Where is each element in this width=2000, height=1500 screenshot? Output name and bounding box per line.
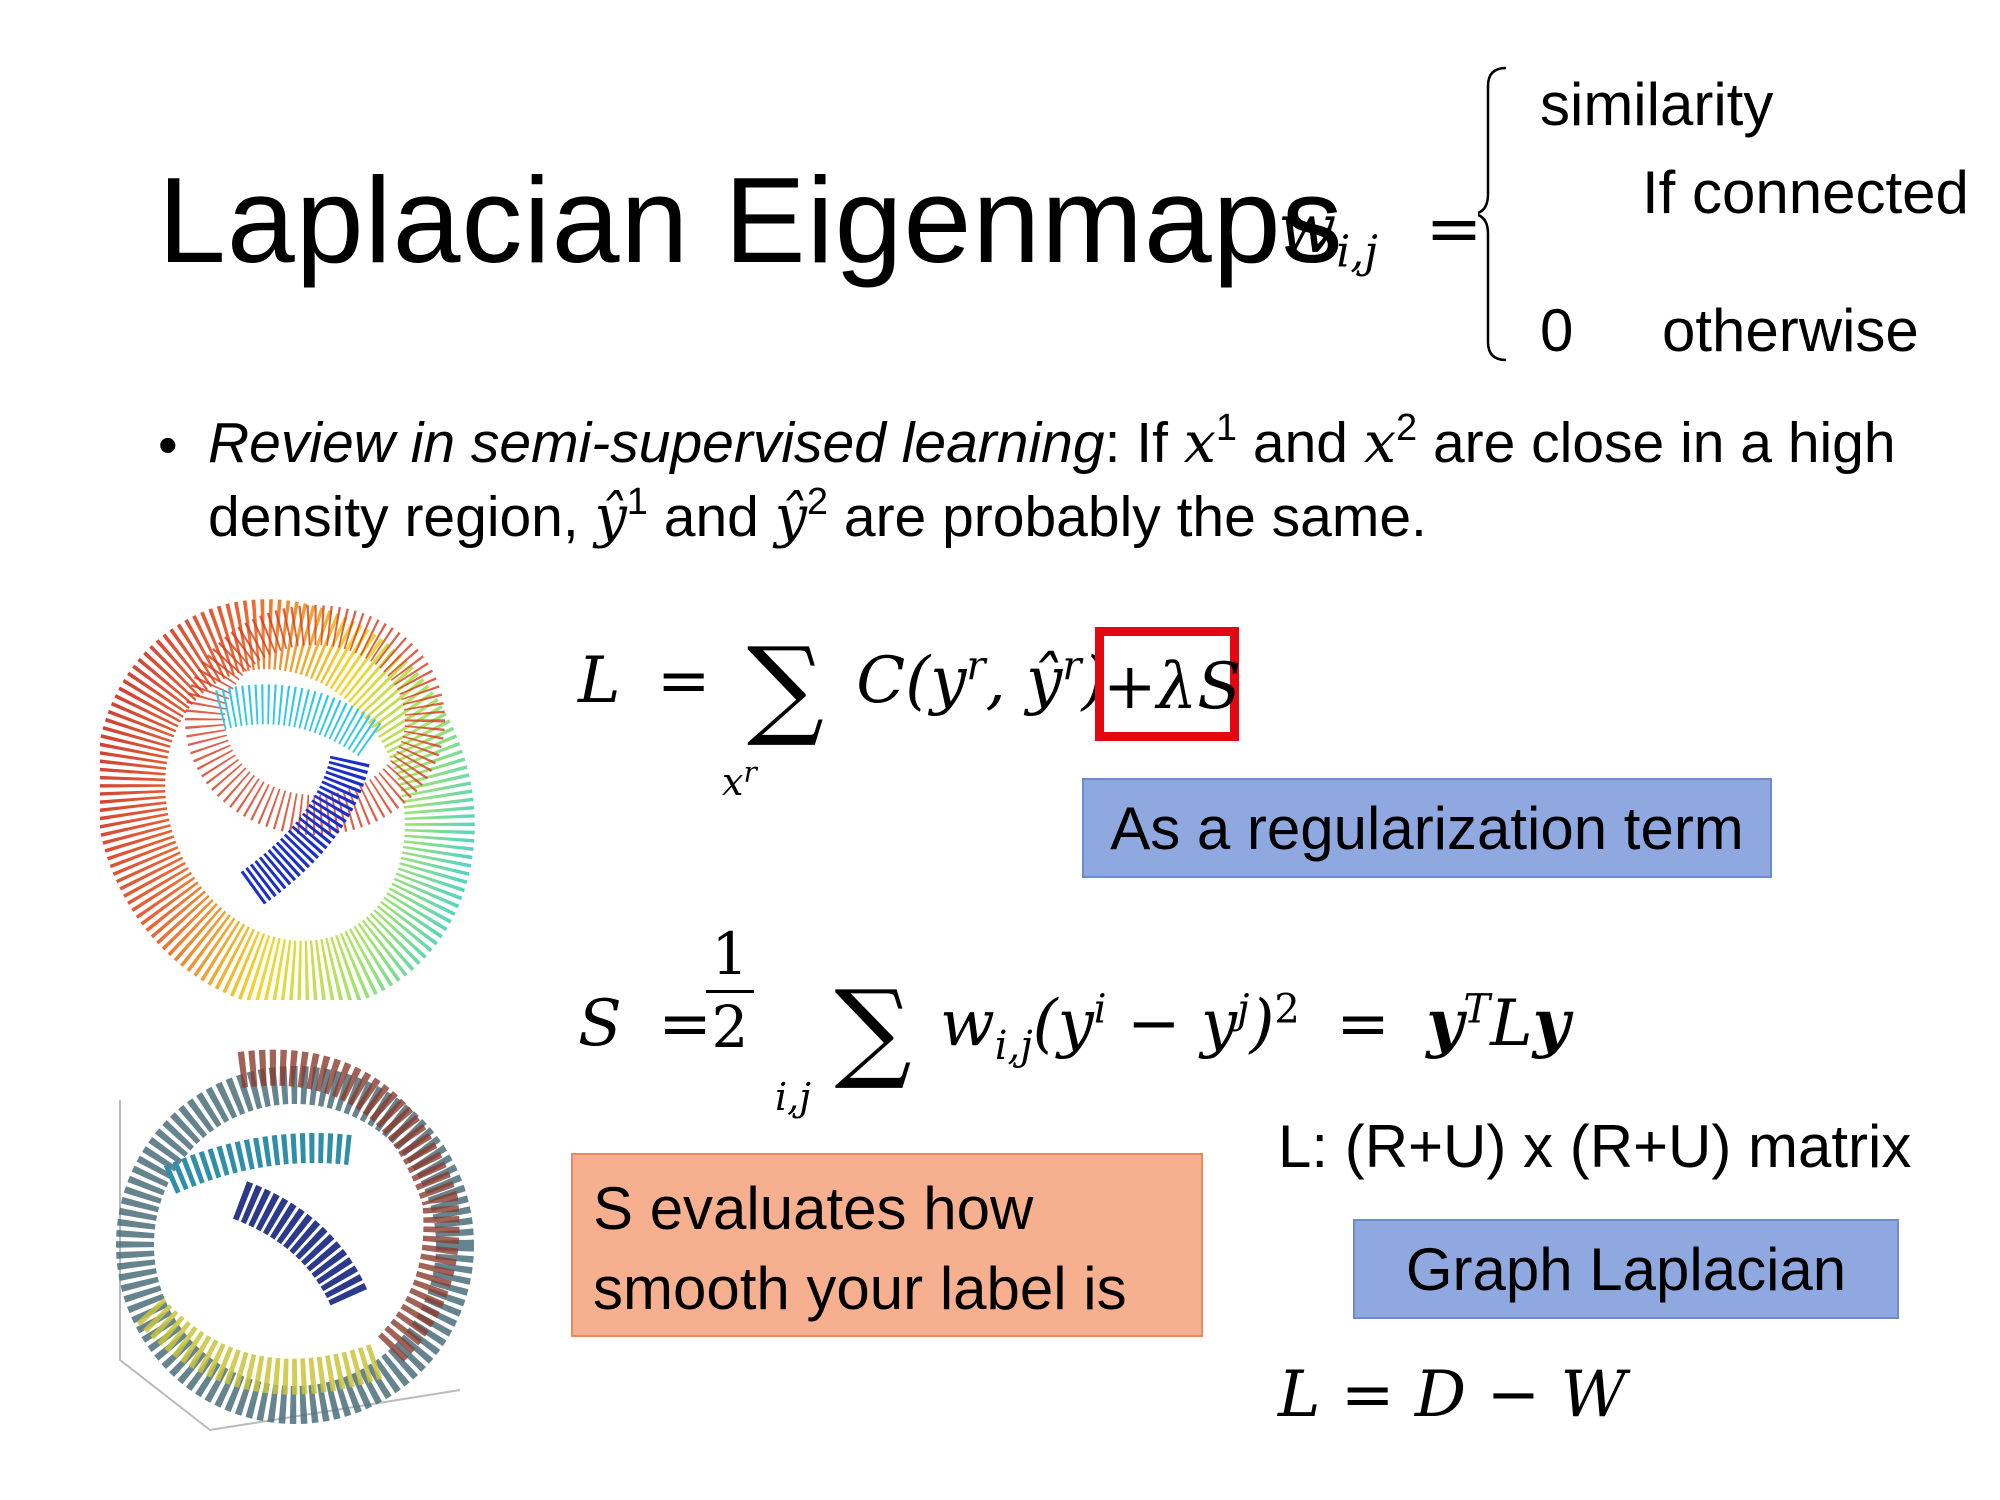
case1-condition: If connected bbox=[1642, 159, 1969, 226]
smoothness-callout: S evaluates how smooth your label is bbox=[571, 1153, 1203, 1337]
laplacian-equation: L = D − W bbox=[1278, 1358, 1627, 1432]
bullet-text: Review in semi-supervised learning: If x… bbox=[208, 407, 1896, 550]
smooth-sum-index: i,j bbox=[775, 1075, 812, 1119]
regularization-term: +λS bbox=[1103, 650, 1242, 724]
bullet-marker: • bbox=[158, 413, 178, 476]
cases-brace bbox=[1478, 66, 1507, 362]
case2-value: 0 bbox=[1540, 297, 1574, 364]
regularization-highlight-box bbox=[1095, 627, 1239, 741]
case2-condition: otherwise bbox=[1662, 297, 1919, 364]
graph-laplacian-callout: Graph Laplacian bbox=[1353, 1219, 1899, 1319]
loss-sum-index: xr bbox=[722, 755, 757, 804]
swiss-roll-scatter-image bbox=[100, 599, 475, 1000]
graph-embedding-image bbox=[116, 1049, 474, 1432]
slide-title: Laplacian Eigenmaps bbox=[158, 152, 1344, 288]
weight-lhs: wi,j = bbox=[1278, 190, 1483, 278]
matrix-note: L: (R+U) x (R+U) matrix bbox=[1278, 1113, 1912, 1180]
loss-equation: L = ∑ C(yr, ŷr) bbox=[578, 625, 1107, 750]
bullet-lead: Review in semi-supervised learning bbox=[208, 411, 1105, 475]
case1-value: similarity bbox=[1540, 71, 1774, 138]
regularization-callout: As a regularization term bbox=[1082, 778, 1772, 878]
smooth-fraction: 1 2 bbox=[700, 920, 760, 1061]
smoothness-equation: S = ∑ wi,j(yi − yj)2 = yTLy bbox=[578, 968, 1570, 1093]
